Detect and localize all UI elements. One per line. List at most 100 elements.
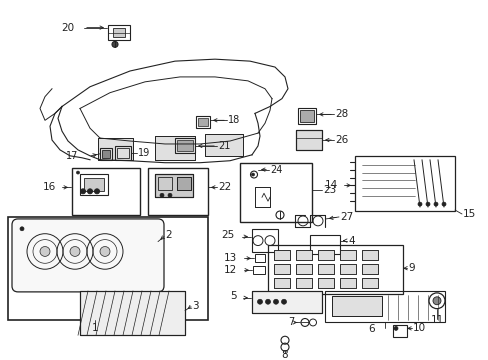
Circle shape (100, 247, 110, 256)
Bar (251, 229, 278, 252)
Circle shape (94, 189, 99, 194)
Bar (295, 251, 311, 260)
Bar (177, 176, 191, 190)
Bar (392, 325, 406, 337)
Circle shape (76, 171, 80, 174)
Bar (155, 174, 193, 197)
Text: 5: 5 (230, 291, 237, 301)
Text: 3: 3 (192, 301, 198, 311)
Bar (361, 251, 377, 260)
Bar (115, 146, 131, 160)
Text: 19: 19 (138, 148, 150, 158)
Text: 25: 25 (221, 230, 235, 240)
Circle shape (251, 173, 254, 176)
Bar (108, 24, 130, 40)
Bar (309, 235, 339, 255)
FancyBboxPatch shape (12, 219, 163, 292)
Bar (80, 174, 108, 195)
Text: 10: 10 (412, 323, 425, 333)
Text: 13: 13 (224, 253, 237, 264)
Circle shape (40, 247, 50, 256)
Bar (80, 291, 184, 335)
Bar (273, 264, 289, 274)
Circle shape (257, 299, 262, 304)
Text: 4: 4 (347, 235, 354, 246)
Bar (98, 138, 133, 160)
Bar (361, 264, 377, 274)
Bar (113, 28, 125, 37)
Bar (339, 264, 355, 274)
Bar (354, 156, 454, 211)
Bar (8, 217, 207, 320)
Bar (339, 264, 355, 274)
Bar (295, 264, 311, 274)
Circle shape (160, 193, 163, 197)
Circle shape (81, 189, 85, 194)
Circle shape (417, 202, 421, 206)
Bar (204, 134, 243, 156)
Text: 18: 18 (227, 115, 240, 125)
Bar (155, 136, 195, 160)
Text: 11: 11 (429, 315, 443, 325)
Circle shape (112, 41, 118, 47)
Bar (325, 291, 444, 323)
Bar (273, 251, 289, 260)
Text: 12: 12 (224, 265, 237, 275)
Bar (295, 264, 311, 274)
Bar (84, 177, 104, 191)
Bar (177, 140, 193, 151)
Bar (158, 176, 172, 190)
Text: 22: 22 (218, 183, 231, 192)
Text: 7: 7 (287, 318, 293, 328)
Text: 17: 17 (65, 151, 78, 161)
Bar (295, 278, 311, 288)
Text: 20: 20 (61, 23, 74, 33)
Circle shape (393, 327, 397, 330)
Bar (252, 266, 264, 274)
Bar (317, 251, 333, 260)
Bar (273, 264, 289, 274)
Bar (361, 264, 377, 274)
Bar (148, 168, 207, 215)
Bar (299, 111, 313, 122)
Text: 26: 26 (334, 135, 347, 145)
Text: 8: 8 (281, 350, 288, 360)
Bar (295, 130, 321, 150)
Bar (317, 251, 333, 260)
Bar (317, 264, 333, 274)
Text: 24: 24 (269, 165, 282, 175)
Circle shape (425, 202, 429, 206)
Bar (204, 134, 243, 156)
Bar (295, 278, 311, 288)
Circle shape (273, 299, 278, 304)
Circle shape (281, 299, 286, 304)
Bar (361, 251, 377, 260)
Bar (339, 278, 355, 288)
Bar (155, 174, 193, 197)
Bar (295, 130, 321, 150)
Bar (273, 278, 289, 288)
Bar (196, 116, 209, 128)
Circle shape (441, 202, 445, 206)
Circle shape (168, 193, 172, 197)
Circle shape (432, 297, 440, 305)
Bar (339, 278, 355, 288)
Bar (317, 278, 333, 288)
Bar (297, 108, 315, 124)
Bar (155, 136, 195, 160)
Bar (361, 278, 377, 288)
Bar (295, 251, 311, 260)
Text: 2: 2 (164, 230, 171, 240)
Bar (100, 148, 112, 160)
Bar (251, 291, 321, 312)
Bar (117, 148, 129, 158)
Circle shape (70, 247, 80, 256)
Bar (251, 291, 321, 312)
Bar (198, 118, 207, 126)
Bar (72, 168, 140, 215)
Bar (80, 291, 184, 335)
Text: 27: 27 (339, 212, 352, 222)
Text: 14: 14 (324, 180, 337, 190)
Circle shape (265, 299, 270, 304)
Bar (240, 163, 311, 222)
